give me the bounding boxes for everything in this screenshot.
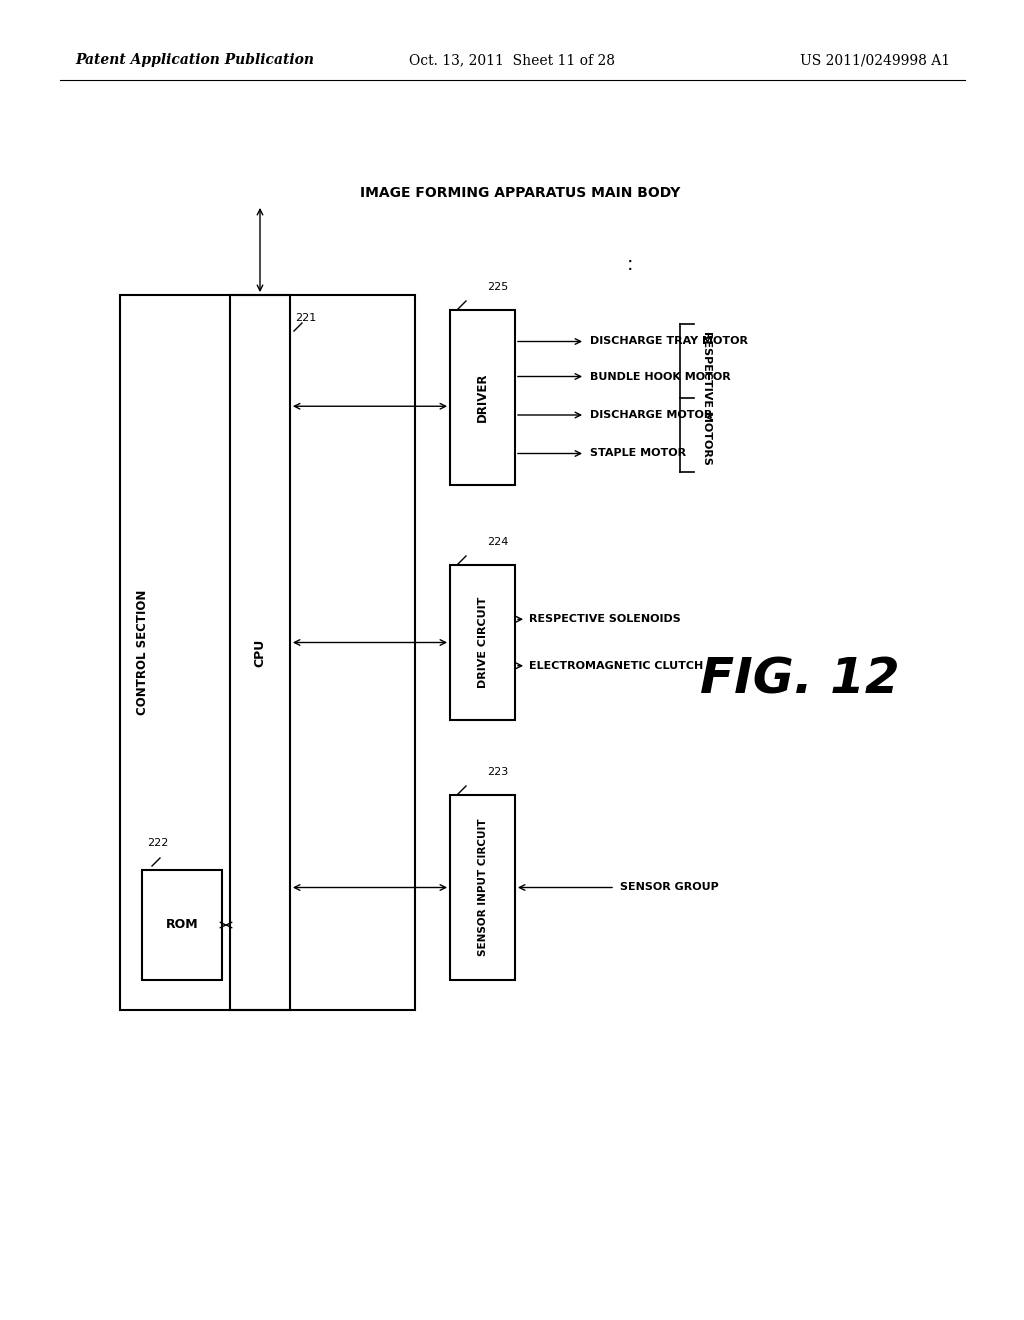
Text: IMAGE FORMING APPARATUS MAIN BODY: IMAGE FORMING APPARATUS MAIN BODY: [360, 186, 680, 201]
Text: 224: 224: [487, 537, 509, 546]
Text: CPU: CPU: [254, 639, 266, 667]
Text: DISCHARGE TRAY MOTOR: DISCHARGE TRAY MOTOR: [590, 337, 748, 346]
Text: DISCHARGE MOTOR: DISCHARGE MOTOR: [590, 411, 713, 420]
Text: 222: 222: [147, 838, 168, 847]
Text: US 2011/0249998 A1: US 2011/0249998 A1: [800, 53, 950, 67]
Text: :: :: [627, 256, 633, 275]
Bar: [120, 294, 415, 1010]
Text: DRIVER: DRIVER: [476, 372, 489, 422]
Bar: [450, 565, 515, 719]
Text: 221: 221: [295, 313, 316, 323]
Bar: [450, 310, 515, 484]
Text: Patent Application Publication: Patent Application Publication: [75, 53, 314, 67]
Text: ROM: ROM: [166, 919, 199, 932]
Text: BUNDLE HOOK MOTOR: BUNDLE HOOK MOTOR: [590, 371, 731, 381]
Text: FIG. 12: FIG. 12: [700, 656, 900, 704]
Bar: [142, 870, 222, 979]
Text: DRIVE CIRCUIT: DRIVE CIRCUIT: [477, 597, 487, 688]
Text: RESPECTIVE SOLENOIDS: RESPECTIVE SOLENOIDS: [529, 614, 681, 624]
Text: SENSOR INPUT CIRCUIT: SENSOR INPUT CIRCUIT: [477, 818, 487, 956]
Text: SENSOR GROUP: SENSOR GROUP: [620, 883, 719, 892]
Text: CONTROL SECTION: CONTROL SECTION: [135, 590, 148, 715]
Text: Oct. 13, 2011  Sheet 11 of 28: Oct. 13, 2011 Sheet 11 of 28: [409, 53, 615, 67]
Text: ELECTROMAGNETIC CLUTCH: ELECTROMAGNETIC CLUTCH: [529, 661, 703, 671]
Text: STAPLE MOTOR: STAPLE MOTOR: [590, 449, 686, 458]
Text: RESPECTIVE MOTORS: RESPECTIVE MOTORS: [702, 330, 712, 465]
Bar: [450, 795, 515, 979]
Text: 223: 223: [487, 767, 509, 777]
Bar: [230, 294, 290, 1010]
Text: 225: 225: [487, 282, 509, 292]
